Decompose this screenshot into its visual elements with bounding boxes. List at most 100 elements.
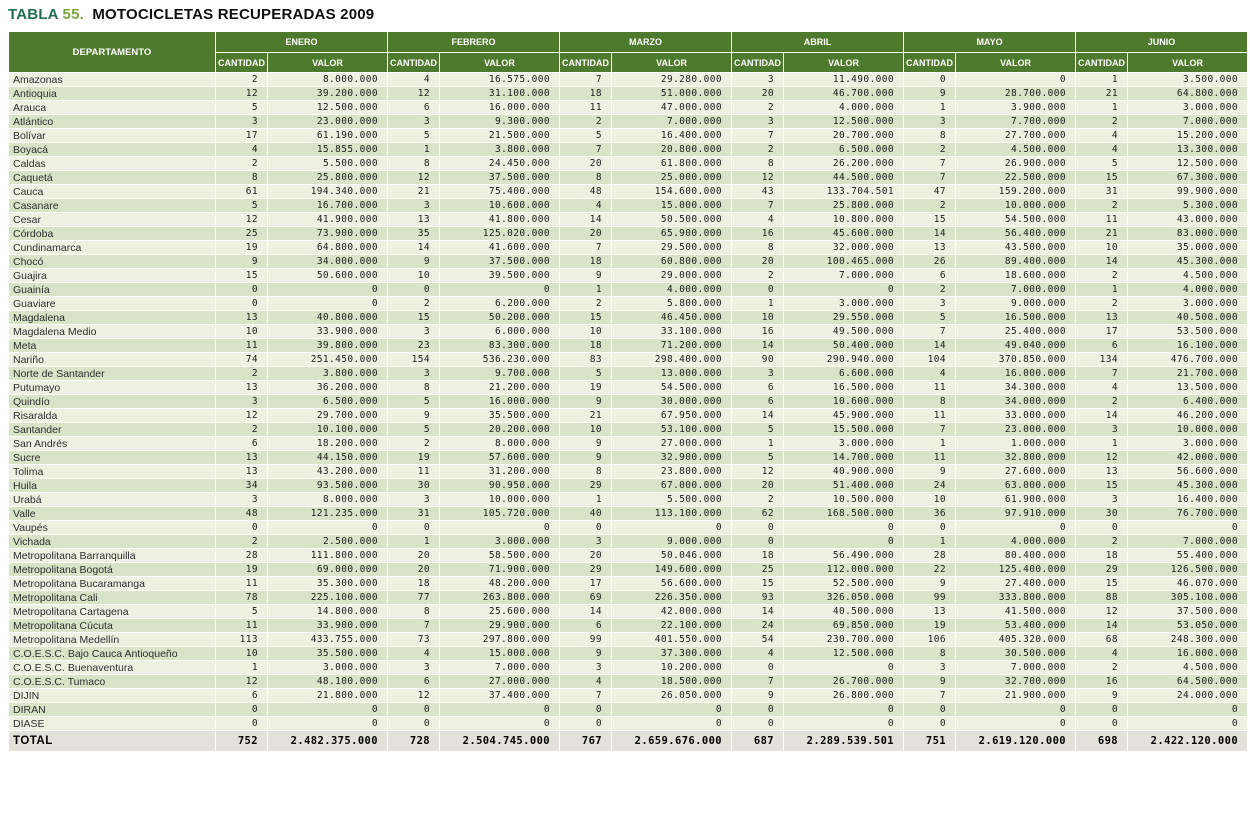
department-name: Metropolitana Medellín: [8, 632, 216, 647]
cantidad-cell: 7: [731, 198, 785, 213]
valor-cell: 27.400.000: [955, 576, 1077, 591]
cantidad-cell: 2: [731, 268, 785, 283]
table-row: Guaviare 0 0 2 6.200.000 2 5.800.000 1 3.000.000…: [8, 296, 1249, 311]
valor-cell: 4.500.000: [1127, 268, 1249, 283]
cantidad-cell: 7: [903, 156, 957, 171]
cantidad-cell: 15: [903, 212, 957, 227]
valor-cell: 16.000.000: [439, 100, 561, 115]
table-row: Valle 48 121.235.000 31 105.720.000 40 113.100…: [8, 506, 1249, 521]
table-row: Cundinamarca 19 64.800.000 14 41.600.000 7 29.…: [8, 240, 1249, 255]
valor-cell: 39.800.000: [266, 338, 389, 353]
valor-cell: 31.100.000: [439, 86, 561, 101]
table-row: Vaupés 0 0 0 0 0 0 0 0 0 0 0 0: [8, 520, 1249, 535]
cantidad-cell: 5: [559, 128, 613, 143]
cantidad-cell: 0: [387, 716, 441, 731]
department-name: Arauca: [8, 100, 216, 115]
cantidad-cell: 18: [559, 254, 613, 269]
valor-cell: 14.800.000: [266, 604, 389, 619]
department-name: Risaralda: [8, 408, 216, 423]
cantidad-cell: 24: [903, 478, 957, 493]
cantidad-cell: 7: [387, 618, 441, 633]
table-row: Arauca 5 12.500.000 6 16.000.000 11 47.000.000…: [8, 100, 1249, 115]
cantidad-cell: 10: [559, 422, 613, 437]
total-cantidad-cell: 751: [903, 730, 957, 752]
valor-cell: 226.350.000: [611, 590, 733, 605]
cantidad-cell: 2: [559, 114, 613, 129]
valor-cell: 0: [611, 520, 733, 535]
cantidad-cell: 3: [215, 394, 268, 409]
cantidad-cell: 6: [731, 380, 785, 395]
cantidad-cell: 1: [1075, 436, 1129, 451]
table-row: Cesar 12 41.900.000 13 41.800.000 14 50.500.00…: [8, 212, 1249, 227]
valor-cell: 10.600.000: [783, 394, 905, 409]
cantidad-cell: 14: [731, 408, 785, 423]
table-row: Magdalena 13 40.800.000 15 50.200.000 15 46.45…: [8, 310, 1249, 325]
cantidad-cell: 12: [1075, 450, 1129, 465]
cantidad-cell: 11: [215, 338, 268, 353]
total-valor-cell: 2.619.120.000: [955, 730, 1077, 752]
cantidad-cell: 0: [903, 72, 957, 87]
valor-cell: 31.200.000: [439, 464, 561, 479]
cantidad-cell: 1: [903, 436, 957, 451]
valor-cell: 7.000.000: [955, 660, 1077, 675]
valor-cell: 56.600.000: [611, 576, 733, 591]
cantidad-cell: 83: [559, 352, 613, 367]
cantidad-cell: 0: [731, 282, 785, 297]
department-name: Caldas: [8, 156, 216, 171]
cantidad-cell: 5: [387, 422, 441, 437]
cantidad-cell: 10: [731, 310, 785, 325]
department-name: C.O.E.S.C. Tumaco: [8, 674, 216, 689]
cantidad-cell: 16: [731, 324, 785, 339]
cantidad-cell: 3: [215, 114, 268, 129]
total-row: TOTAL 752 2.482.375.000 728 2.504.745.000 767…: [8, 730, 1249, 752]
valor-cell: 15.000.000: [611, 198, 733, 213]
cantidad-cell: 7: [559, 240, 613, 255]
cantidad-cell: 14: [559, 212, 613, 227]
cantidad-cell: 31: [1075, 184, 1129, 199]
table-row: Amazonas 2 8.000.000 4 16.575.000 7 29.280.000…: [8, 72, 1249, 87]
valor-cell: 23.000.000: [955, 422, 1077, 437]
valor-cell: 16.500.000: [955, 310, 1077, 325]
cantidad-cell: 21: [559, 408, 613, 423]
department-name: Metropolitana Cali: [8, 590, 216, 605]
table-row: Cauca 61 194.340.000 21 75.400.000 48 154.600.…: [8, 184, 1249, 199]
department-name: Urabá: [8, 492, 216, 507]
table-number: 55.: [62, 6, 84, 23]
valor-cell: 35.500.000: [266, 646, 389, 661]
table-row: C.O.E.S.C. Buenaventura 1 3.000.000 3 7.000.…: [8, 660, 1249, 675]
valor-cell: 32.700.000: [955, 674, 1077, 689]
valor-cell: 64.800.000: [266, 240, 389, 255]
valor-cell: 29.500.000: [611, 240, 733, 255]
cantidad-cell: 7: [731, 128, 785, 143]
cantidad-cell: 93: [731, 590, 785, 605]
cantidad-cell: 99: [903, 590, 957, 605]
total-cantidad-cell: 728: [387, 730, 441, 752]
valor-cell: 43.200.000: [266, 464, 389, 479]
department-name: Cesar: [8, 212, 216, 227]
department-name: Amazonas: [8, 72, 216, 87]
valor-cell: 35.500.000: [439, 408, 561, 423]
valor-cell: 34.000.000: [266, 254, 389, 269]
department-name: Bolívar: [8, 128, 216, 143]
valor-cell: 6.200.000: [439, 296, 561, 311]
cantidad-cell: 0: [1075, 716, 1129, 731]
cantidad-cell: 3: [1075, 422, 1129, 437]
table-label: TABLA: [8, 6, 59, 23]
cantidad-cell: 154: [387, 352, 441, 367]
valor-cell: 536.230.000: [439, 352, 561, 367]
table-row: Quindío 3 6.500.000 5 16.000.000 9 30.000.000 6…: [8, 394, 1249, 409]
cantidad-cell: 13: [215, 450, 268, 465]
valor-cell: 0: [266, 520, 389, 535]
valor-cell: 37.300.000: [611, 646, 733, 661]
cantidad-cell: 8: [731, 240, 785, 255]
cantidad-cell: 0: [559, 520, 613, 535]
cantidad-cell: 1: [731, 296, 785, 311]
table-row: DIASE 0 0 0 0 0 0 0 0 0 0 0 0: [8, 716, 1249, 731]
cantidad-cell: 19: [559, 380, 613, 395]
cantidad-cell: 7: [559, 142, 613, 157]
valor-cell: 290.940.000: [783, 352, 905, 367]
valor-cell: 0: [266, 702, 389, 717]
valor-cell: 41.600.000: [439, 240, 561, 255]
valor-cell: 20.700.000: [783, 128, 905, 143]
column-header-month-abril: ABRIL: [731, 31, 905, 53]
